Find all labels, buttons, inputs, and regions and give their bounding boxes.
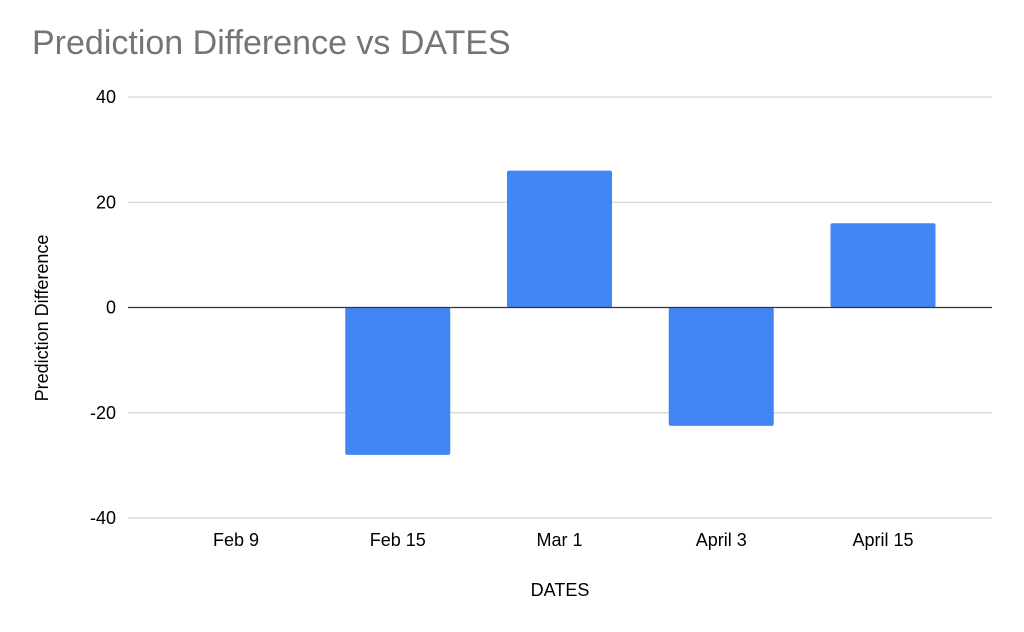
y-tick-label: -20	[90, 403, 116, 423]
x-tick-label: Feb 15	[370, 530, 426, 550]
x-tick-label: Mar 1	[536, 530, 582, 550]
chart-title: Prediction Difference vs DATES	[32, 24, 511, 62]
bar	[830, 223, 936, 308]
x-tick-label: April 3	[696, 530, 747, 550]
bar	[668, 307, 774, 426]
x-tick-label: Feb 9	[213, 530, 259, 550]
bar	[507, 170, 612, 308]
y-tick-label: 40	[96, 87, 116, 107]
y-tick-label: -40	[90, 508, 116, 528]
bar	[345, 307, 451, 455]
x-tick-label: April 15	[852, 530, 913, 550]
y-tick-label: 0	[106, 298, 116, 318]
x-axis-title: DATES	[531, 580, 590, 600]
y-tick-label: 20	[96, 192, 116, 212]
y-axis-title: Prediction Difference	[32, 235, 52, 402]
